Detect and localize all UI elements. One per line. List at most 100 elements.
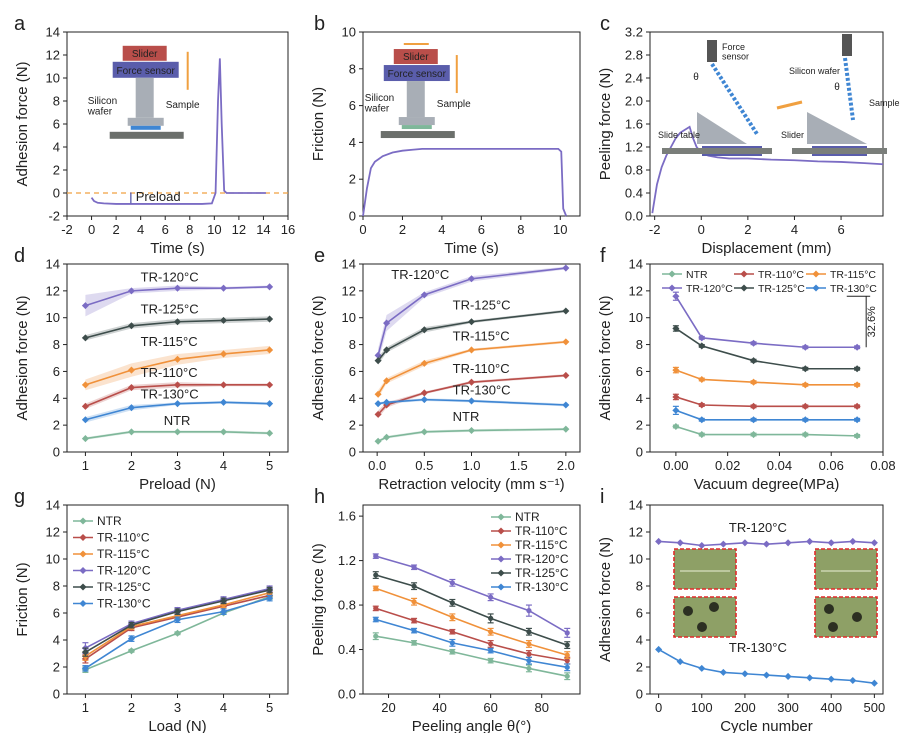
x-tick-label: 10 bbox=[207, 222, 221, 237]
data-point bbox=[562, 425, 570, 433]
data-point bbox=[81, 402, 89, 410]
data-point bbox=[526, 651, 532, 657]
series-label-tr110: TR-110°C bbox=[141, 365, 198, 380]
data-point bbox=[373, 572, 379, 578]
x-tick-label: 500 bbox=[864, 700, 886, 715]
data-point bbox=[266, 346, 274, 354]
y-tick-label: 6 bbox=[53, 117, 60, 132]
y-tick-label: 12 bbox=[629, 283, 643, 298]
x-tick-label: 6 bbox=[837, 222, 844, 237]
inset-wedge bbox=[697, 112, 747, 144]
y-tick-label: 4 bbox=[636, 633, 643, 648]
data-point bbox=[698, 664, 706, 672]
legend-entry: TR-125°C bbox=[515, 566, 569, 580]
legend-entry: NTR bbox=[97, 514, 122, 528]
data-point bbox=[672, 324, 680, 332]
data-point bbox=[801, 402, 809, 410]
data-point bbox=[741, 670, 749, 678]
y-axis-title: Adhesion force (N) bbox=[310, 295, 327, 420]
x-tick-label: 20 bbox=[381, 700, 395, 715]
x-tick-label: 80 bbox=[534, 700, 548, 715]
x-tick-label: 1 bbox=[82, 458, 89, 473]
series-line bbox=[90, 58, 266, 205]
x-axis-title: Load (N) bbox=[148, 718, 206, 733]
data-point bbox=[411, 583, 417, 589]
data-point bbox=[266, 400, 274, 408]
data-point bbox=[374, 437, 382, 445]
y-tick-label: 4 bbox=[53, 140, 60, 155]
data-point bbox=[81, 664, 89, 672]
data-point bbox=[698, 401, 706, 409]
x-tick-label: 3 bbox=[174, 700, 181, 715]
legend-marker bbox=[79, 599, 87, 608]
data-point bbox=[127, 287, 135, 295]
y-tick-label: 8 bbox=[349, 61, 356, 76]
x-tick-label: 2 bbox=[399, 222, 406, 237]
inset-slider-block bbox=[122, 45, 167, 61]
x-tick-label: 3 bbox=[174, 458, 181, 473]
data-point bbox=[81, 381, 89, 389]
panel-label-g: g bbox=[14, 486, 25, 508]
x-tick-label: 1.5 bbox=[510, 458, 528, 473]
inset-sample bbox=[401, 125, 432, 130]
data-point bbox=[374, 351, 382, 359]
annotation-percent: 32.6% bbox=[866, 306, 878, 337]
inset-base bbox=[109, 131, 184, 139]
data-point bbox=[173, 629, 182, 637]
legend-entry: TR-110°C bbox=[758, 269, 804, 281]
x-tick-label: 2 bbox=[128, 458, 135, 473]
data-point bbox=[266, 283, 274, 291]
series-label-tr120: TR-120°C bbox=[391, 267, 449, 282]
data-point bbox=[373, 633, 379, 639]
panel-label-c: c bbox=[600, 13, 610, 35]
inset-slider-label: Slider bbox=[781, 130, 804, 140]
y-tick-label: 0 bbox=[53, 687, 60, 702]
legend-marker bbox=[497, 527, 505, 535]
data-point bbox=[220, 428, 228, 436]
y-tick-label: 3.2 bbox=[625, 25, 643, 40]
data-point bbox=[562, 401, 570, 409]
data-point bbox=[266, 594, 274, 602]
data-point bbox=[870, 539, 878, 547]
y-tick-label: 1.2 bbox=[338, 553, 356, 568]
data-point bbox=[449, 580, 455, 586]
y-tick-label: 8 bbox=[53, 579, 60, 594]
inset-sample-strip-2 bbox=[843, 57, 855, 121]
y-tick-label: 12 bbox=[46, 48, 60, 63]
plot-frame bbox=[649, 263, 884, 453]
x-tick-label: 4 bbox=[220, 458, 227, 473]
y-tick-label: 4 bbox=[53, 391, 60, 406]
data-point bbox=[562, 264, 570, 272]
plot-frame bbox=[362, 504, 581, 695]
y-tick-label: 10 bbox=[342, 25, 356, 40]
y-tick-label: 6 bbox=[53, 606, 60, 621]
x-tick-label: 300 bbox=[777, 700, 799, 715]
y-tick-label: 6 bbox=[349, 98, 356, 113]
y-tick-label: 0 bbox=[349, 209, 356, 224]
y-tick-label: 2 bbox=[636, 660, 643, 675]
data-point bbox=[564, 673, 570, 679]
data-point bbox=[806, 537, 814, 545]
y-tick-label: 10 bbox=[629, 310, 643, 325]
data-point bbox=[127, 384, 135, 392]
data-point bbox=[383, 398, 391, 406]
data-point bbox=[564, 664, 570, 670]
series-label-tr125: TR-125°C bbox=[141, 302, 199, 317]
y-tick-label: 14 bbox=[46, 498, 60, 513]
data-point bbox=[827, 675, 835, 683]
inset-theta-label-2: θ bbox=[834, 82, 840, 93]
inset-wafer bbox=[127, 117, 164, 126]
data-point bbox=[564, 630, 570, 636]
panel-label-i: i bbox=[600, 486, 604, 508]
data-point bbox=[220, 381, 228, 389]
data-point bbox=[698, 416, 706, 424]
legend-entry: TR-120°C bbox=[515, 552, 569, 566]
x-tick-label: -2 bbox=[649, 222, 661, 237]
legend-marker bbox=[497, 555, 505, 563]
y-tick-label: 12 bbox=[342, 283, 356, 298]
data-point bbox=[488, 615, 494, 622]
y-tick-label: 10 bbox=[46, 310, 60, 325]
x-tick-label: 4 bbox=[791, 222, 798, 237]
x-tick-label: 0.08 bbox=[870, 458, 895, 473]
